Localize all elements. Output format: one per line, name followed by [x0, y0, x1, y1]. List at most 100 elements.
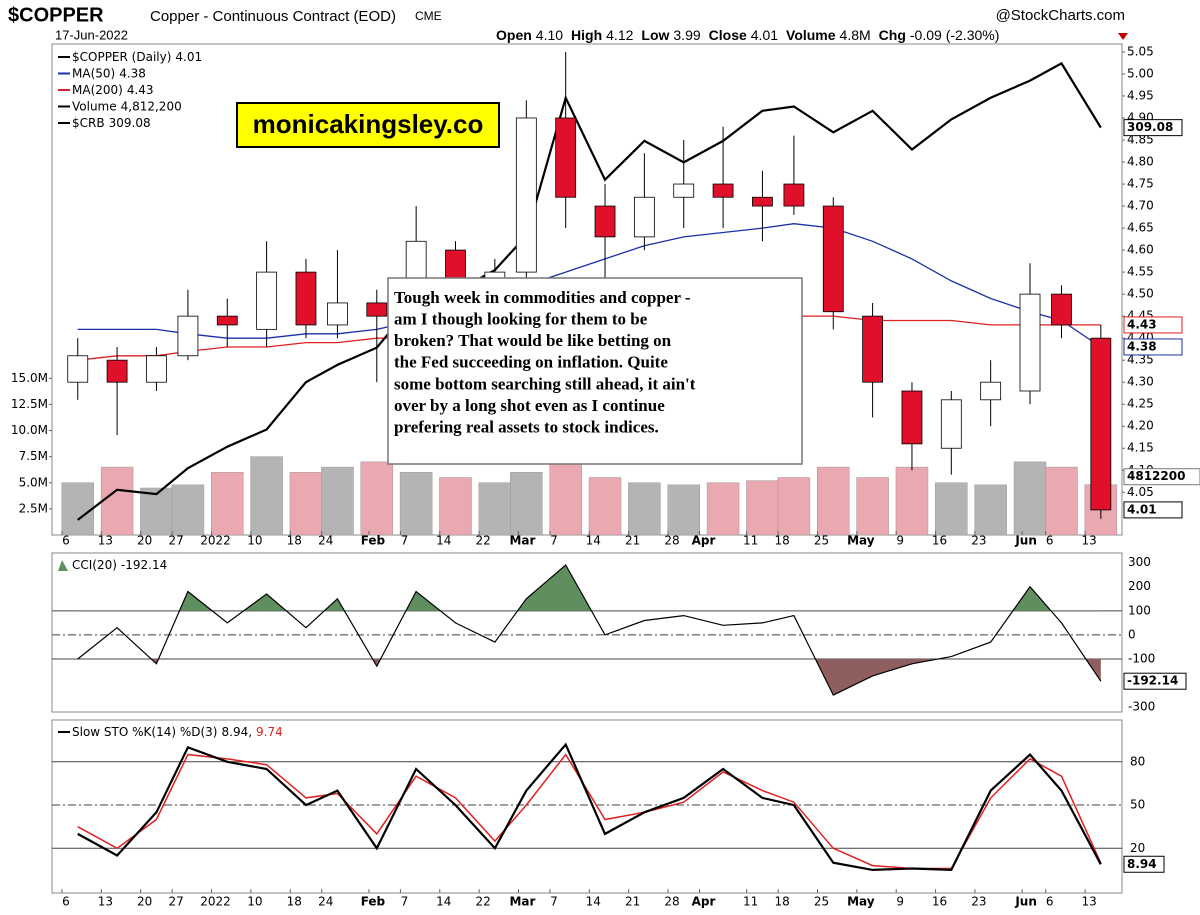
volume-bar — [935, 482, 968, 536]
volume-bar — [817, 466, 850, 536]
x-tick-label: 21 — [625, 534, 640, 548]
x-tick-label: 16 — [932, 895, 947, 909]
x-tick-label: 6 — [62, 534, 70, 548]
volume-tick-label: 12.5M — [11, 397, 48, 411]
x-tick-label: 10 — [247, 534, 262, 548]
volume-bar — [895, 466, 929, 536]
candle-body — [106, 359, 128, 383]
x-tick-label: 23 — [971, 895, 986, 909]
legend-name: $CRB — [72, 116, 105, 130]
candle-body — [673, 183, 695, 198]
value-tag-label: 309.08 — [1127, 120, 1173, 134]
candle-body — [980, 381, 1002, 401]
legend-entry: $COPPER (Daily) 4.01 — [72, 50, 202, 64]
y-tick-label: 4.35 — [1127, 353, 1154, 367]
x-tick-label: 2022 — [200, 534, 231, 548]
y-tick-label: 4.25 — [1127, 397, 1154, 411]
series-line — [77, 223, 1102, 348]
note-line: the Fed succeeding on inflation. Quite — [394, 353, 668, 372]
x-tick-label: 20 — [137, 534, 152, 548]
candle-body — [940, 399, 962, 449]
description: Copper - Continuous Contract (EOD) — [150, 8, 396, 25]
y-tick-label: 5.00 — [1127, 66, 1154, 80]
legend-value: 8.94, — [222, 725, 253, 739]
candle-body — [146, 355, 167, 383]
legend-entry: Slow STO %K(14) %D(3) 8.94, 9.74 — [72, 725, 283, 739]
candle-body — [822, 205, 844, 313]
note-line: prefering real assets to stock indices. — [394, 418, 659, 437]
x-tick-label: 22 — [475, 895, 490, 909]
x-tick-label: 2022 — [200, 895, 231, 909]
quote-label: Open — [496, 27, 532, 43]
note-line: over by a long shot even as I continue — [394, 396, 665, 415]
x-tick-label: Apr — [692, 534, 716, 548]
y-tick-label: 4.70 — [1127, 199, 1154, 213]
candle-body — [216, 315, 238, 326]
volume-tick-label: 15.0M — [11, 371, 48, 385]
x-tick-label: 14 — [436, 895, 451, 909]
candle-body — [862, 315, 884, 383]
candle-body — [1019, 293, 1041, 392]
x-tick-label: Apr — [692, 895, 716, 909]
y-tick-label: 0 — [1128, 627, 1136, 641]
volume-bar — [100, 466, 134, 536]
x-tick-label: 7 — [550, 534, 558, 548]
candle-body — [712, 183, 734, 198]
cci-fill — [77, 565, 1101, 611]
y-tick-label: 100 — [1128, 603, 1151, 617]
value-tag-label: 4.43 — [1127, 317, 1157, 331]
x-tick-label: 23 — [971, 534, 986, 548]
value-tag — [1123, 855, 1165, 873]
quote-value: 4.01 — [751, 27, 778, 43]
x-tick-label: May — [847, 534, 875, 548]
quote-label: Volume — [786, 27, 836, 43]
candle-body — [1051, 293, 1072, 326]
legend-name: $COPPER (Daily) — [72, 50, 171, 64]
x-tick-label: 13 — [98, 534, 113, 548]
volume-tick-label: 5.0M — [19, 475, 48, 489]
x-tick-label: 11 — [743, 895, 758, 909]
sto-panel — [51, 719, 1123, 894]
volume-bar — [140, 487, 173, 536]
x-tick-label: 25 — [814, 895, 829, 909]
legend-name: MA(50) — [72, 66, 115, 80]
cci-fill — [77, 659, 1101, 696]
quote-label: High — [571, 27, 602, 43]
x-tick-label: Feb — [361, 895, 386, 909]
price-panel — [51, 43, 1123, 536]
candle-body — [327, 302, 348, 326]
x-tick-label: 6 — [1046, 534, 1054, 548]
candle-body — [515, 117, 537, 273]
volume-bar — [61, 482, 94, 536]
x-tick-label: 13 — [1081, 895, 1096, 909]
x-tick-label: 27 — [169, 895, 184, 909]
note-box — [387, 277, 803, 465]
y-tick-label: 4.60 — [1127, 243, 1154, 257]
x-tick-label: 9 — [896, 534, 904, 548]
x-tick-label: Mar — [509, 895, 535, 909]
x-tick-label: 16 — [932, 534, 947, 548]
note-line: broken? That would be like betting on — [394, 331, 672, 350]
legend-name: CCI(20) — [72, 558, 117, 572]
sto-line — [77, 742, 1102, 872]
candle-body — [177, 315, 199, 357]
quote-label: Chg — [879, 27, 906, 43]
y-tick-label: 4.65 — [1127, 221, 1154, 235]
x-tick-label: 7 — [401, 895, 409, 909]
volume-tick-label: 2.5M — [19, 501, 48, 515]
series-line — [77, 61, 1102, 521]
y-tick-label: 300 — [1128, 555, 1151, 569]
x-tick-label: 24 — [318, 534, 333, 548]
x-tick-label: 20 — [137, 895, 152, 909]
quote-value: 4.10 — [536, 27, 563, 43]
legend-value: 309.08 — [109, 116, 151, 130]
candle-body — [555, 117, 577, 198]
quote-summary: Open 4.10 High 4.12 Low 3.99 Close 4.01 Volume 4.… — [496, 27, 999, 43]
volume-bar — [856, 477, 889, 536]
x-tick-label: 13 — [98, 895, 113, 909]
x-tick-label: Feb — [361, 534, 386, 548]
volume-bar — [588, 477, 622, 536]
legend-entry: CCI(20) -192.14 — [72, 558, 167, 572]
y-tick-label: 200 — [1128, 579, 1151, 593]
